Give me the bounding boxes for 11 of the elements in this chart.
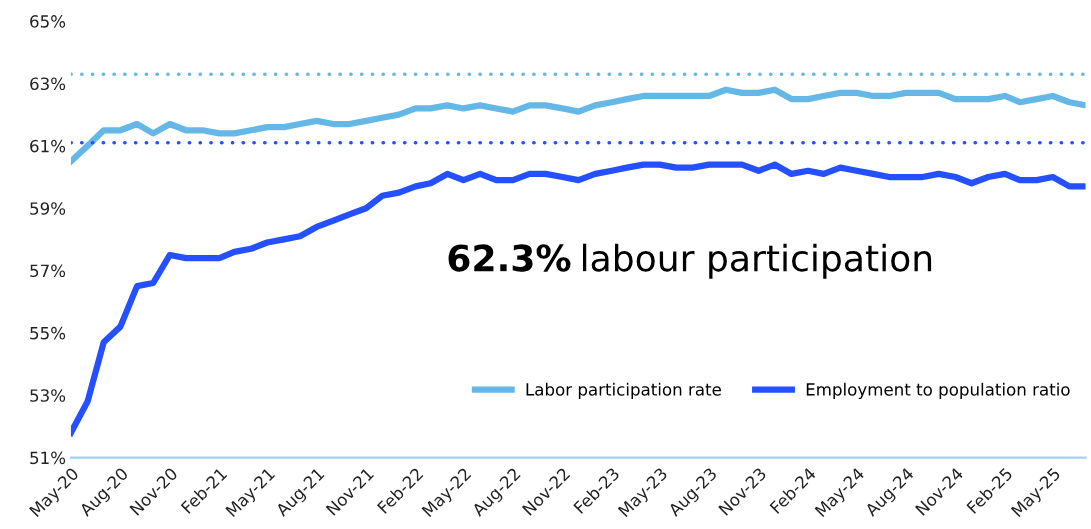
legend-label: Employment to population ratio	[806, 382, 1070, 399]
y-tick-label: 53%	[30, 389, 66, 402]
y-tick-label: 61%	[30, 139, 66, 153]
y-tick-label: 51%	[30, 451, 66, 465]
legend-label: Labor participation rate	[526, 382, 721, 399]
y-tick-label: 57%	[30, 264, 66, 278]
y-tick-label: 59%	[30, 202, 66, 215]
y-tick-label: 63%	[30, 77, 66, 91]
y-tick-label: 55%	[30, 326, 66, 340]
y-tick-label: 65%	[30, 15, 66, 28]
annotation: 62.3% labour participation	[448, 243, 932, 279]
